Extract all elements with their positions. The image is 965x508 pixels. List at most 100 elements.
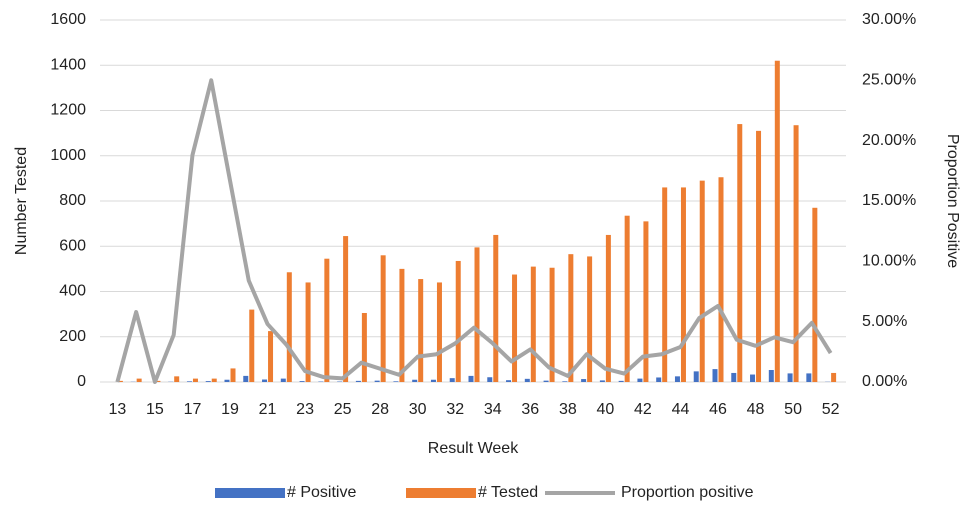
bar	[756, 130, 762, 382]
legend-label: # Positive	[287, 484, 356, 501]
bar	[205, 381, 211, 382]
bar	[474, 247, 480, 382]
x-tick-label: 28	[371, 401, 389, 418]
bar	[436, 282, 442, 382]
bar	[562, 381, 568, 382]
bar	[674, 376, 680, 382]
x-tick-label: 30	[409, 401, 427, 418]
bar	[186, 381, 192, 382]
x-tick-label: 36	[521, 401, 539, 418]
bar	[581, 379, 587, 382]
bar	[524, 378, 530, 382]
bar	[355, 380, 361, 382]
bar	[793, 125, 799, 383]
bar	[430, 379, 436, 382]
y-tick-label: 800	[59, 192, 86, 209]
bar	[155, 380, 161, 382]
bar	[299, 381, 305, 382]
bar	[699, 180, 705, 382]
bar	[262, 379, 268, 382]
bar	[787, 373, 793, 382]
bar	[136, 378, 142, 382]
bar	[174, 376, 180, 382]
bar	[305, 282, 311, 382]
x-tick-label: 52	[822, 401, 840, 418]
bar	[812, 207, 818, 382]
bar	[618, 380, 624, 382]
bar	[493, 234, 499, 382]
bar	[750, 374, 756, 382]
bar	[543, 380, 549, 382]
bar	[224, 379, 230, 382]
y2-tick-label: 0.00%	[862, 373, 907, 390]
legend-swatch	[215, 488, 285, 498]
bar	[449, 378, 455, 382]
y-tick-label: 1600	[50, 11, 86, 28]
y2-tick-label: 10.00%	[862, 253, 916, 270]
x-tick-label: 42	[634, 401, 652, 418]
bar	[599, 380, 605, 382]
bar	[399, 268, 405, 382]
bar	[731, 372, 737, 382]
x-tick-label: 32	[446, 401, 464, 418]
x-axis-title: Result Week	[428, 440, 519, 457]
line-series	[115, 78, 833, 384]
y-tick-label: 1000	[50, 147, 86, 164]
legend-label: Proportion positive	[621, 484, 754, 501]
bar	[680, 187, 686, 382]
bar	[249, 309, 255, 382]
bar	[418, 279, 424, 382]
y2-tick-label: 25.00%	[862, 72, 916, 89]
x-tick-label: 15	[146, 401, 164, 418]
legend-swatch	[406, 488, 476, 498]
bar	[568, 254, 574, 382]
x-tick-label: 13	[108, 401, 126, 418]
bar	[280, 378, 286, 382]
bar	[468, 375, 474, 382]
bar	[286, 272, 292, 382]
y-tick-label: 1200	[50, 102, 86, 119]
x-tick-label: 38	[559, 401, 577, 418]
y2-tick-label: 30.00%	[862, 11, 916, 28]
bar	[637, 378, 643, 382]
bar	[192, 378, 198, 382]
bar	[412, 379, 418, 382]
y-tick-label: 1400	[50, 56, 86, 73]
y2-axis-title: Proportion Positive	[944, 134, 961, 268]
bar	[768, 370, 774, 382]
legend-label: # Tested	[478, 484, 538, 501]
bar	[361, 312, 367, 382]
x-tick-label: 48	[747, 401, 765, 418]
bar	[393, 381, 399, 382]
bar	[656, 377, 662, 382]
x-tick-label: 21	[259, 401, 277, 418]
x-tick-label: 50	[784, 401, 802, 418]
bar	[117, 380, 123, 382]
bar	[718, 177, 724, 382]
bar	[587, 256, 593, 382]
bar	[693, 371, 699, 382]
x-tick-label: 25	[334, 401, 352, 418]
x-tick-label: 19	[221, 401, 239, 418]
bar	[343, 236, 349, 382]
bar	[268, 331, 274, 382]
bar	[643, 221, 649, 382]
bar	[211, 378, 217, 382]
x-tick-label: 17	[184, 401, 202, 418]
bar	[374, 380, 380, 382]
y-tick-label: 600	[59, 237, 86, 254]
y2-tick-label: 20.00%	[862, 132, 916, 149]
bar	[243, 375, 249, 382]
y2-tick-label: 5.00%	[862, 313, 907, 330]
bar	[774, 60, 780, 382]
bar	[506, 380, 512, 382]
bar	[737, 124, 743, 382]
bar	[624, 215, 630, 382]
y-axis-title: Number Tested	[13, 147, 30, 255]
bar	[324, 258, 330, 382]
x-tick-label: 23	[296, 401, 314, 418]
x-tick-label: 46	[709, 401, 727, 418]
bar	[806, 373, 812, 382]
bar	[487, 377, 493, 382]
